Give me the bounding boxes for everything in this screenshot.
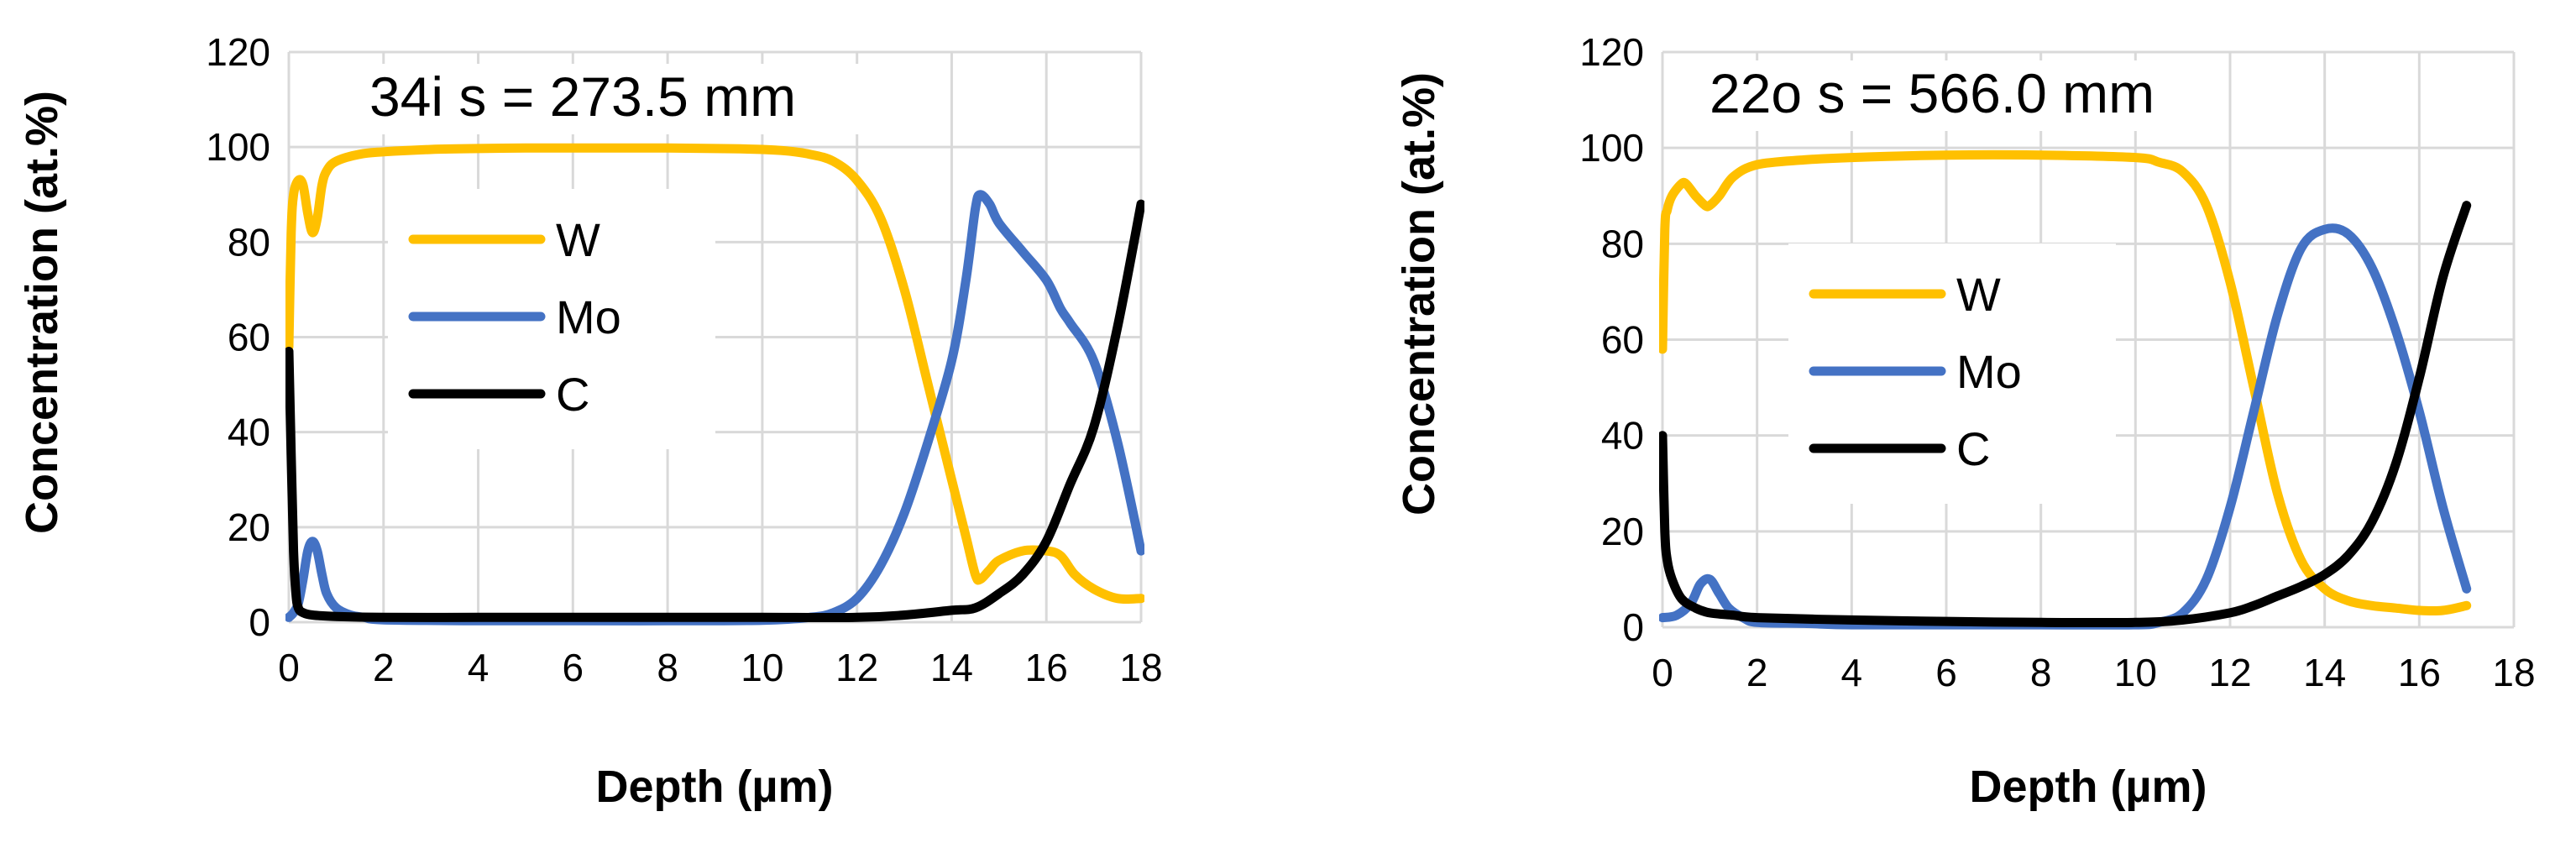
x-tick-label: 0 bbox=[1652, 651, 1673, 694]
y-tick-label: 80 bbox=[228, 220, 270, 264]
y-tick-label: 0 bbox=[1622, 605, 1644, 649]
legend: W Mo C bbox=[388, 189, 715, 449]
legend-label-mo: Mo bbox=[556, 291, 621, 343]
series-line-c bbox=[285, 199, 1144, 623]
y-tick-label: 40 bbox=[228, 411, 270, 454]
y-tick-label: 20 bbox=[1601, 510, 1644, 553]
y-tick-label: 100 bbox=[1579, 126, 1644, 170]
legend: W Mo C bbox=[1788, 243, 2116, 504]
y-tick-label: 80 bbox=[1601, 222, 1644, 265]
legend-label-w: W bbox=[1956, 268, 2001, 321]
y-tick-label: 100 bbox=[206, 125, 270, 169]
y-tick-label: 60 bbox=[228, 316, 270, 359]
chart-panel-2: 0 2 4 6 8 10 12 14 16 18 0 20 40 60 80 100 120 Depth (µm)… bbox=[1394, 30, 2536, 812]
x-tick-label: 16 bbox=[1025, 646, 1068, 689]
legend-label-c: C bbox=[1956, 422, 1990, 475]
x-tick-label: 14 bbox=[930, 646, 973, 689]
y-tick-label: 0 bbox=[249, 600, 270, 644]
chart-title: 22o s = 566.0 mm bbox=[1709, 62, 2155, 124]
x-tick-label: 8 bbox=[657, 646, 678, 689]
x-tick-label: 18 bbox=[1119, 646, 1162, 689]
x-tick-label: 4 bbox=[1841, 651, 1863, 694]
title-background bbox=[361, 64, 882, 134]
y-axis-title: Concentration (at.%) bbox=[17, 91, 67, 534]
x-tick-label: 10 bbox=[2114, 651, 2157, 694]
x-tick-label: 0 bbox=[278, 646, 300, 689]
x-tick-label: 10 bbox=[741, 646, 783, 689]
x-tick-label: 2 bbox=[373, 646, 395, 689]
title-background bbox=[1701, 60, 2222, 131]
y-tick-label: 40 bbox=[1601, 414, 1644, 458]
x-tick-label: 8 bbox=[2030, 651, 2052, 694]
x-tick-label: 12 bbox=[2208, 651, 2251, 694]
series-group bbox=[1659, 149, 2472, 630]
x-tick-label: 18 bbox=[2492, 651, 2535, 694]
y-tick-label: 120 bbox=[1579, 30, 1644, 74]
x-tick-label: 6 bbox=[1935, 651, 1957, 694]
x-tick-label: 12 bbox=[835, 646, 878, 689]
x-tick-label: 6 bbox=[563, 646, 584, 689]
series-group bbox=[285, 143, 1144, 626]
legend-label-w: W bbox=[556, 213, 600, 266]
chart-title: 34i s = 273.5 mm bbox=[369, 65, 796, 128]
series-line-w bbox=[285, 143, 1144, 605]
legend-label-c: C bbox=[556, 368, 589, 421]
series-line-w bbox=[1659, 149, 2472, 616]
x-tick-label: 4 bbox=[468, 646, 490, 689]
chart-panel-1: 0 2 4 6 8 10 12 14 16 18 0 20 40 60 80 100 120 Depth (µm)… bbox=[17, 30, 1163, 812]
x-axis-title: Depth (µm) bbox=[1969, 762, 2207, 812]
x-tick-label: 16 bbox=[2398, 651, 2441, 694]
y-tick-label: 120 bbox=[206, 30, 270, 74]
x-tick-label: 14 bbox=[2303, 651, 2346, 694]
x-tick-label: 2 bbox=[1746, 651, 1768, 694]
legend-label-mo: Mo bbox=[1956, 345, 2022, 398]
series-line-c bbox=[1659, 201, 2472, 628]
y-tick-label: 20 bbox=[228, 505, 270, 549]
x-axis-title: Depth (µm) bbox=[595, 762, 833, 812]
y-axis-title: Concentration (at.%) bbox=[1394, 72, 1444, 516]
y-tick-label: 60 bbox=[1601, 318, 1644, 362]
